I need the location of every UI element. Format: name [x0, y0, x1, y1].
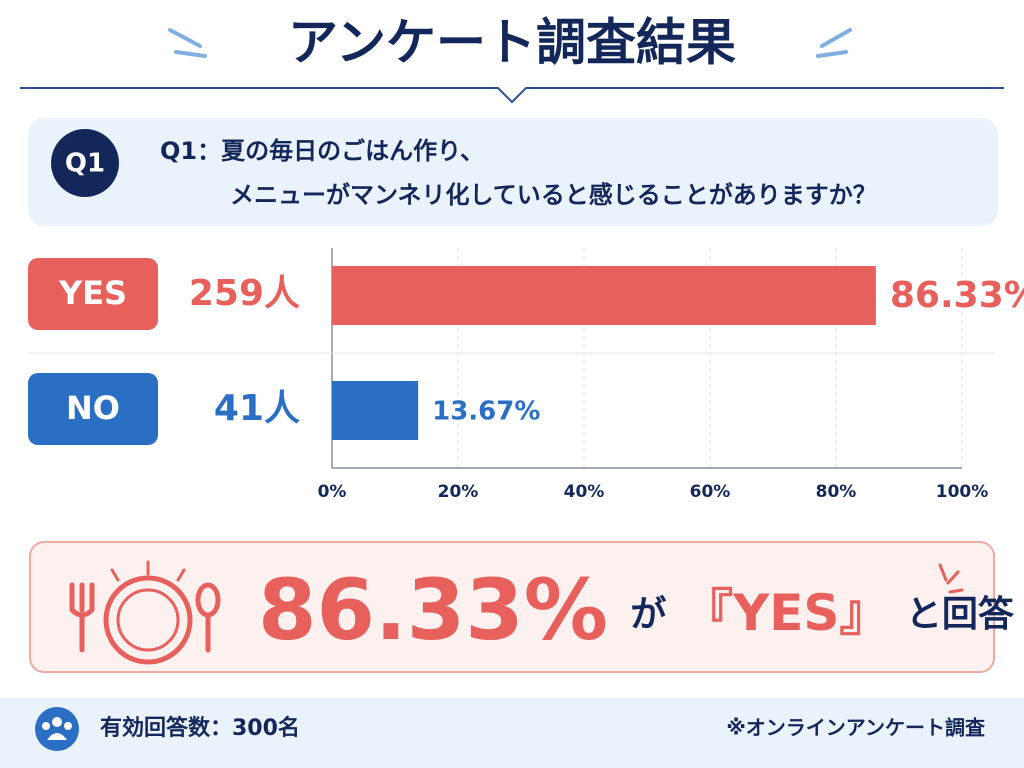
question-badge [51, 129, 119, 197]
tableware-icon [69, 560, 964, 665]
value-label: 13.67% [432, 397, 540, 427]
summary-highlight: 86.33% [258, 561, 608, 659]
category-label: NO [66, 389, 120, 427]
question-box [28, 118, 998, 226]
title-divider [20, 87, 1004, 104]
x-tick-label: 0% [318, 482, 347, 502]
bar [332, 381, 419, 440]
category-label: YES [58, 274, 127, 312]
summary-text-part: と回答 [906, 594, 1015, 635]
title-deco [168, 28, 852, 58]
x-tick-label: 60% [690, 482, 731, 502]
x-tick-label: 80% [816, 482, 857, 502]
count-label: 259人 [189, 273, 300, 314]
summary-box [29, 541, 995, 673]
count-label: 41人 [214, 388, 300, 429]
question-line: Q1：夏の毎日のごはん作り、 [160, 137, 484, 165]
people-icon-figures [42, 717, 72, 740]
category-pill [28, 258, 158, 330]
bar [332, 266, 876, 325]
footer [0, 698, 1024, 768]
summary-text-part: 『YES』 [683, 584, 889, 642]
summary-text-part: が [630, 594, 666, 635]
question-line: メニューがマンネリ化していると感じることがありますか？ [230, 181, 877, 209]
x-tick-label: 100% [936, 482, 989, 502]
category-pill [28, 373, 158, 445]
people-icon [35, 707, 79, 751]
footer-note: ※オンラインアンケート調査 [726, 716, 985, 740]
x-tick-label: 20% [438, 482, 479, 502]
x-tick-label: 40% [564, 482, 605, 502]
title: アンケート調査結果 [288, 14, 736, 72]
summary-text: 86.33% が 『YES』 と回答 [258, 561, 1015, 659]
value-label: 86.33% [890, 275, 1024, 316]
badge-label: Q1 [65, 149, 105, 179]
footer-respondents: 有効回答数：300名 [100, 715, 300, 741]
